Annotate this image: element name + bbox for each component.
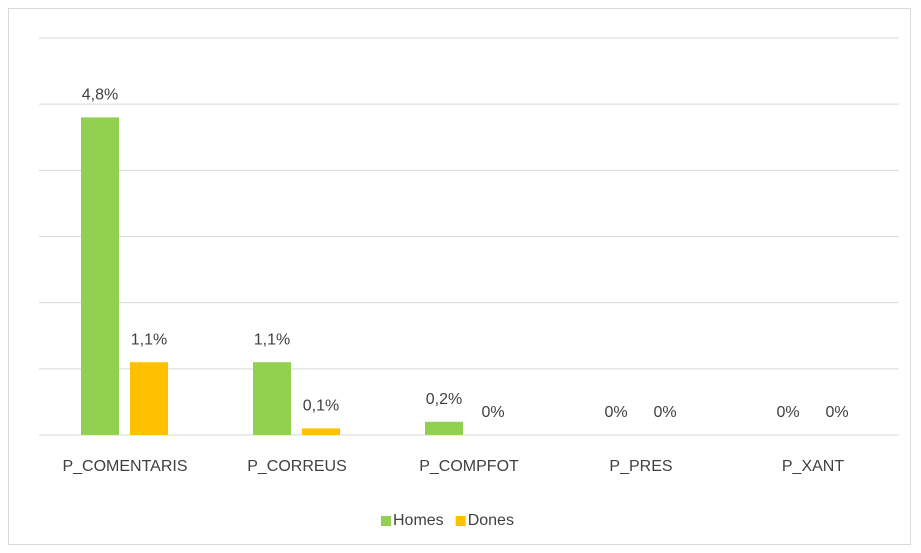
data-label: 0%: [776, 404, 799, 421]
bar: [81, 117, 119, 436]
data-label: 4,8%: [82, 87, 118, 104]
bar: [130, 362, 168, 435]
data-label: 0%: [604, 404, 627, 421]
data-label: 0%: [481, 404, 504, 421]
x-tick-label: P_PRES: [609, 458, 672, 475]
legend-label: Homes: [393, 512, 444, 529]
x-tick-label: P_COMPFOT: [419, 458, 519, 475]
x-tick-label: P_XANT: [782, 458, 844, 475]
bar: [302, 428, 340, 435]
legend-label: Dones: [468, 512, 514, 529]
data-label: 0,2%: [426, 391, 462, 408]
x-tick-label: P_CORREUS: [247, 458, 347, 475]
data-label: 0%: [825, 404, 848, 421]
data-label: 1,1%: [131, 331, 167, 348]
bar: [253, 362, 291, 435]
legend-swatch: [455, 516, 466, 526]
data-label: 0%: [653, 404, 676, 421]
chart-border: [8, 8, 911, 545]
data-label: 0,1%: [303, 398, 339, 415]
bar: [425, 421, 463, 435]
legend-swatch: [381, 516, 391, 526]
x-tick-label: P_COMENTARIS: [62, 458, 187, 475]
data-label: 1,1%: [254, 331, 290, 348]
